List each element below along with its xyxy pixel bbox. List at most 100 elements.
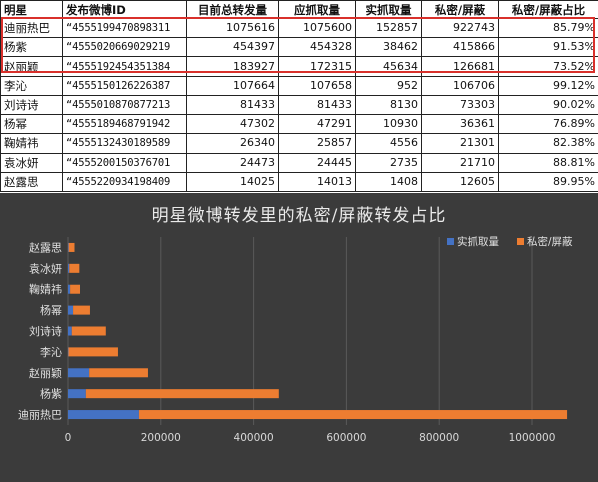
private-ratio-cell[interactable]: 73.52% [498,56,598,77]
name-cell[interactable]: 迪丽热巴 [0,17,63,39]
private-hidden-cell[interactable]: 36361 [421,114,499,135]
weibo-id-cell[interactable]: “4555020669029219 [62,37,187,58]
actual-fetch-cell[interactable]: 38462 [355,37,422,58]
header-private-hidden[interactable]: 私密/屏蔽 [421,0,499,19]
name-cell[interactable]: 刘诗诗 [0,94,63,116]
table-row[interactable]: 迪丽热巴 “4555199470898311 1075616 1075600 15285… [0,17,598,39]
name-cell[interactable]: 李沁 [0,75,63,96]
category-label: 刘诗诗 [29,324,62,338]
should-fetch-cell[interactable]: 107658 [278,75,356,96]
private-hidden-cell[interactable]: 126681 [421,56,499,77]
private-ratio-cell[interactable]: 99.12% [498,75,598,96]
weibo-id-cell[interactable]: “4555192454351384 [62,56,187,77]
bar-private-4[interactable] [71,326,106,336]
should-fetch-cell[interactable]: 172315 [278,56,356,77]
private-ratio-cell[interactable]: 89.95% [498,171,598,193]
bar-actual-4[interactable] [68,326,72,336]
table-row[interactable]: 杨紫 “4555020669029219 454397 454328 38462 4158… [0,37,598,58]
private-ratio-cell[interactable]: 85.79% [498,17,598,39]
total-reposts-cell[interactable]: 24473 [186,152,279,173]
private-hidden-cell[interactable]: 12605 [421,171,499,193]
bar-actual-1[interactable] [68,389,86,399]
bar-private-5[interactable] [73,305,90,315]
header-weibo-id[interactable]: 发布微博ID [62,0,187,19]
actual-fetch-cell[interactable]: 4556 [355,133,422,154]
bar-private-6[interactable] [70,284,80,294]
weibo-id-cell[interactable]: “4555150126226387 [62,75,187,96]
header-star[interactable]: 明星 [0,0,63,19]
private-hidden-cell[interactable]: 922743 [421,17,499,39]
name-cell[interactable]: 赵露思 [0,171,63,193]
should-fetch-cell[interactable]: 454328 [278,37,356,58]
category-label: 迪丽热巴 [18,409,62,422]
should-fetch-cell[interactable]: 47291 [278,114,356,135]
header-actual-fetch[interactable]: 实抓取量 [355,0,422,19]
total-reposts-cell[interactable]: 47302 [186,114,279,135]
bar-private-2[interactable] [89,368,148,378]
total-reposts-cell[interactable]: 183927 [186,56,279,77]
bar-actual-6[interactable] [68,284,71,294]
table-row[interactable]: 赵露思 “4555220934198409 14025 14013 1408 12605 8… [0,171,598,193]
actual-fetch-cell[interactable]: 45634 [355,56,422,77]
should-fetch-cell[interactable]: 24445 [278,152,356,173]
actual-fetch-cell[interactable]: 2735 [355,152,422,173]
x-tick-label: 0 [65,432,72,444]
actual-fetch-cell[interactable]: 952 [355,75,422,96]
bar-private-1[interactable] [85,389,279,399]
bar-private-3[interactable] [68,347,118,357]
table-row[interactable]: 刘诗诗 “4555010870877213 81433 81433 8130 73303 9… [0,94,598,116]
total-reposts-cell[interactable]: 26340 [186,133,279,154]
bar-actual-0[interactable] [68,410,139,420]
private-ratio-cell[interactable]: 88.81% [498,152,598,173]
x-tick-label: 600000 [326,432,366,444]
weibo-id-cell[interactable]: “4555189468791942 [62,114,187,135]
total-reposts-cell[interactable]: 454397 [186,37,279,58]
weibo-id-cell[interactable]: “4555200150376701 [62,152,187,173]
table-row[interactable]: 袁冰妍 “4555200150376701 24473 24445 2735 21710 8… [0,152,598,173]
weibo-id-cell[interactable]: “4555220934198409 [62,171,187,193]
private-hidden-cell[interactable]: 21301 [421,133,499,154]
should-fetch-cell[interactable]: 81433 [278,94,356,116]
should-fetch-cell[interactable]: 14013 [278,171,356,193]
private-ratio-cell[interactable]: 76.89% [498,114,598,135]
header-private-ratio[interactable]: 私密/屏蔽占比 [498,0,598,19]
name-cell[interactable]: 杨幂 [0,114,63,135]
bar-actual-5[interactable] [68,305,74,315]
bar-actual-8[interactable] [68,242,69,252]
table-row[interactable]: 鞠婧祎 “4555132430189589 26340 25857 4556 21301 8… [0,133,598,154]
total-reposts-cell[interactable]: 14025 [186,171,279,193]
table-row[interactable]: 杨幂 “4555189468791942 47302 47291 10930 36361 7… [0,114,598,135]
actual-fetch-cell[interactable]: 8130 [355,94,422,116]
actual-fetch-cell[interactable]: 10930 [355,114,422,135]
table-row[interactable]: 赵丽颖 “4555192454351384 183927 172315 45634 126… [0,56,598,77]
private-ratio-cell[interactable]: 90.02% [498,94,598,116]
header-should-fetch[interactable]: 应抓取量 [278,0,356,19]
name-cell[interactable]: 赵丽颖 [0,56,63,77]
weibo-id-cell[interactable]: “4555132430189589 [62,133,187,154]
header-total-reposts[interactable]: 目前总转发量 [186,0,279,19]
should-fetch-cell[interactable]: 1075600 [278,17,356,39]
private-hidden-cell[interactable]: 73303 [421,94,499,116]
total-reposts-cell[interactable]: 1075616 [186,17,279,39]
actual-fetch-cell[interactable]: 1408 [355,171,422,193]
total-reposts-cell[interactable]: 81433 [186,94,279,116]
bar-private-7[interactable] [69,263,80,273]
private-ratio-cell[interactable]: 82.38% [498,133,598,154]
private-hidden-cell[interactable]: 415866 [421,37,499,58]
table-row[interactable]: 李沁 “4555150126226387 107664 107658 952 106706… [0,75,598,96]
should-fetch-cell[interactable]: 25857 [278,133,356,154]
actual-fetch-cell[interactable]: 152857 [355,17,422,39]
bar-private-8[interactable] [68,242,75,252]
weibo-id-cell[interactable]: “4555199470898311 [62,17,187,39]
name-cell[interactable]: 袁冰妍 [0,152,63,173]
weibo-id-cell[interactable]: “4555010870877213 [62,94,187,116]
bar-private-0[interactable] [138,410,568,420]
name-cell[interactable]: 鞠婧祎 [0,133,63,154]
name-cell[interactable]: 杨紫 [0,37,63,58]
bar-actual-2[interactable] [68,368,90,378]
bar-actual-7[interactable] [68,263,70,273]
private-ratio-cell[interactable]: 91.53% [498,37,598,58]
total-reposts-cell[interactable]: 107664 [186,75,279,96]
private-hidden-cell[interactable]: 21710 [421,152,499,173]
private-hidden-cell[interactable]: 106706 [421,75,499,96]
